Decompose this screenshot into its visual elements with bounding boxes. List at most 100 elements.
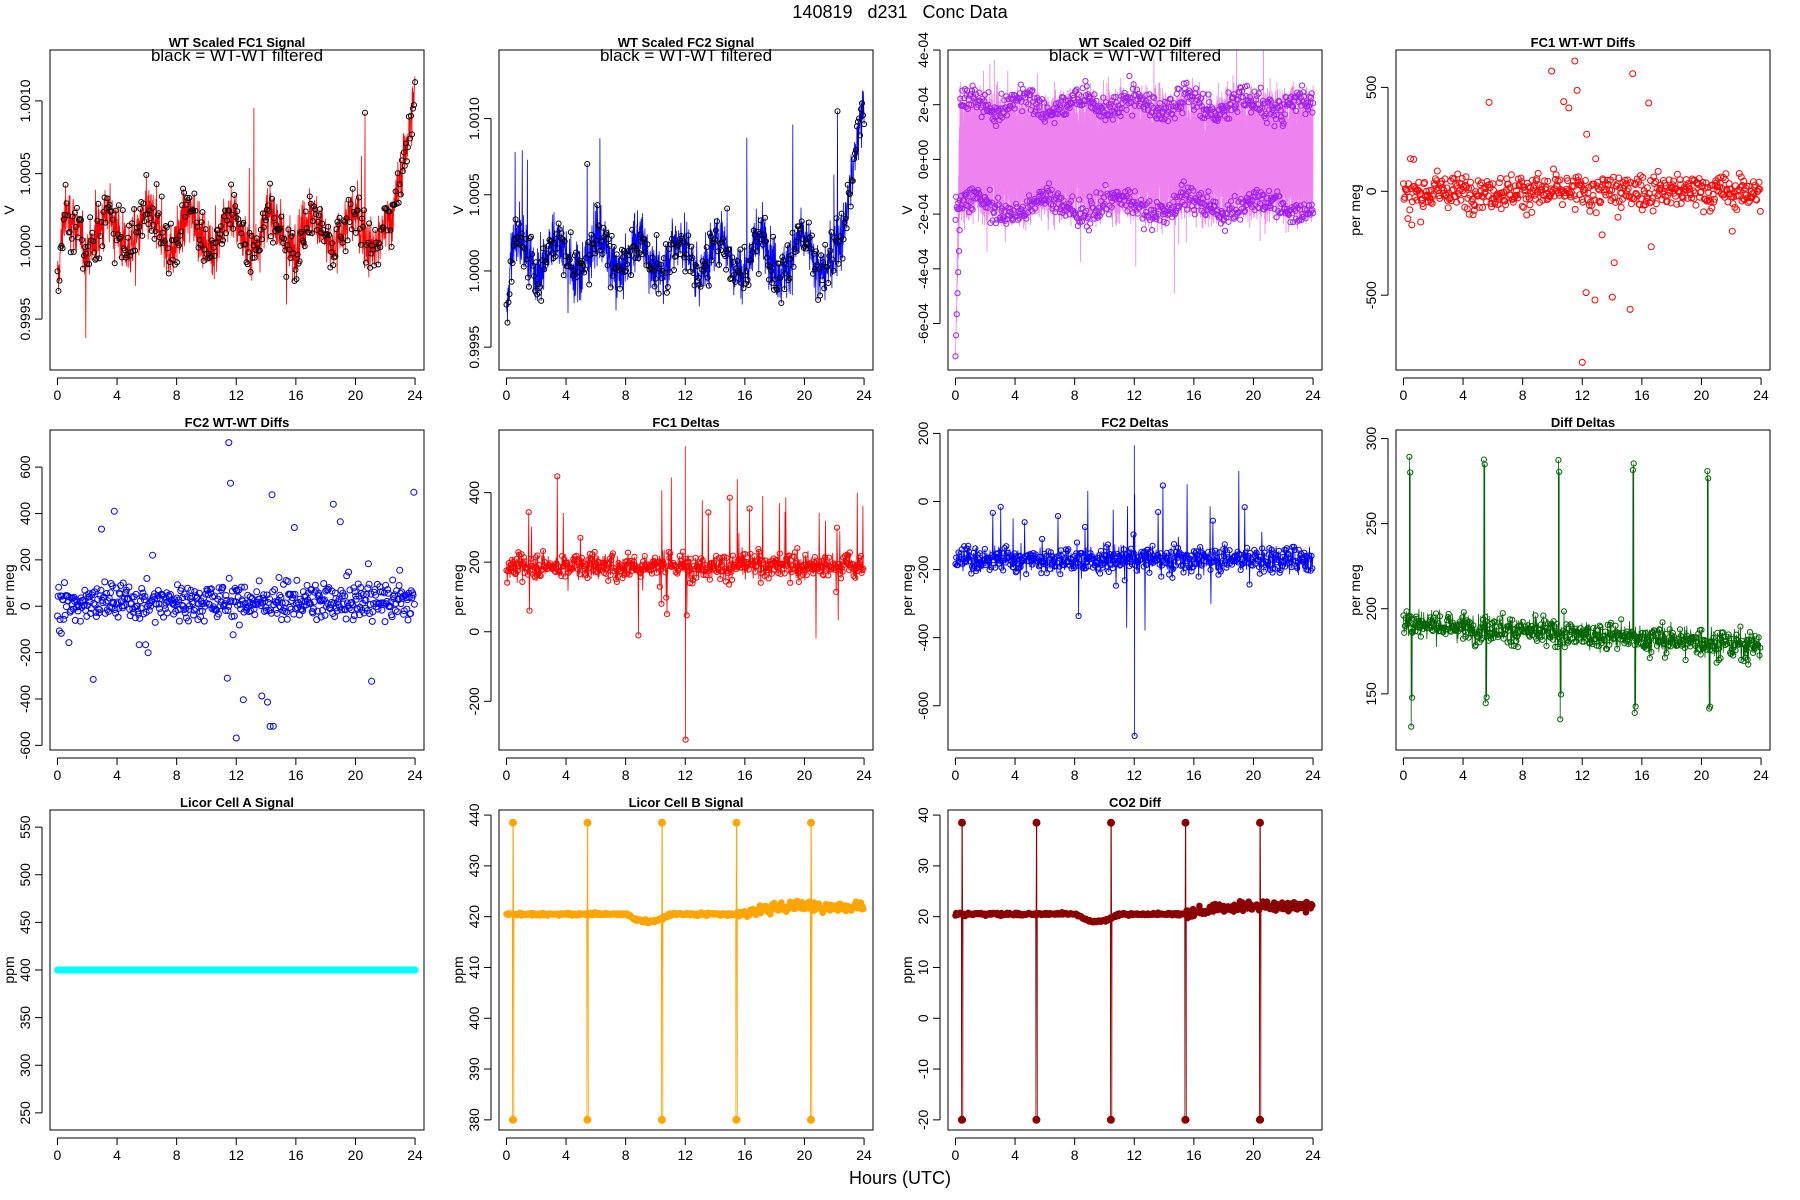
filtered-marker xyxy=(412,79,419,86)
filtered-marker xyxy=(384,227,391,234)
filtered-marker xyxy=(596,223,603,230)
filtered-marker xyxy=(783,261,790,268)
data-point xyxy=(271,586,279,594)
filtered-marker xyxy=(1025,101,1032,108)
filtered-marker xyxy=(1205,188,1212,195)
filtered-marker xyxy=(1209,209,1216,216)
data-point xyxy=(1538,633,1545,640)
data-point xyxy=(102,598,110,606)
filtered-marker xyxy=(403,158,410,165)
data-point xyxy=(554,473,561,480)
filtered-marker xyxy=(780,257,787,264)
x-tick-label: 12 xyxy=(1126,767,1142,783)
filtered-marker xyxy=(1212,198,1219,206)
filtered-marker xyxy=(339,239,346,246)
filtered-marker xyxy=(1098,209,1106,216)
filtered-marker xyxy=(505,299,512,306)
data-point xyxy=(755,545,762,553)
data-point xyxy=(1074,560,1081,567)
data-point xyxy=(306,600,314,608)
data-point xyxy=(965,542,972,550)
filtered-marker xyxy=(820,259,827,266)
data-point xyxy=(1567,193,1575,201)
data-point xyxy=(1606,641,1613,648)
filtered-marker xyxy=(216,231,223,238)
filtered-marker xyxy=(1296,97,1303,104)
data-point xyxy=(1565,638,1572,645)
data-point xyxy=(1467,178,1474,186)
filtered-marker xyxy=(132,247,139,254)
filtered-marker xyxy=(267,180,273,187)
filtered-marker xyxy=(319,220,326,227)
data-point xyxy=(372,591,379,599)
filtered-marker xyxy=(95,200,102,207)
data-point xyxy=(108,582,116,590)
filtered-marker xyxy=(626,252,633,259)
filtered-marker xyxy=(521,246,528,252)
filtered-marker xyxy=(242,241,249,248)
data-point xyxy=(725,581,733,588)
data-point xyxy=(1001,544,1008,552)
filtered-marker xyxy=(840,236,847,243)
data-point xyxy=(1113,560,1120,567)
data-point xyxy=(1578,195,1586,203)
data-point xyxy=(997,503,1004,510)
data-point xyxy=(955,549,962,556)
filtered-marker xyxy=(361,207,367,214)
data-point xyxy=(1128,545,1135,552)
data-point xyxy=(321,611,329,619)
filtered-marker xyxy=(705,282,712,289)
data-point xyxy=(1514,643,1522,651)
series-fc2_wtwt xyxy=(54,439,418,742)
data-point xyxy=(1571,192,1579,200)
data-point xyxy=(190,611,197,619)
filtered-marker xyxy=(760,231,767,238)
filtered-marker xyxy=(708,257,715,264)
data-point xyxy=(1054,513,1062,520)
data-point xyxy=(1277,567,1284,574)
x-tick-label: 20 xyxy=(1246,767,1262,783)
data-point xyxy=(1586,207,1594,215)
data-point xyxy=(71,616,79,624)
data-point xyxy=(87,609,95,617)
filtered-marker xyxy=(394,170,401,177)
filtered-marker xyxy=(711,236,718,243)
data-point xyxy=(1606,186,1614,194)
filtered-marker xyxy=(331,254,338,261)
data-point xyxy=(695,566,702,574)
data-point xyxy=(1166,571,1173,578)
filtered-marker xyxy=(215,234,222,241)
data-point xyxy=(1595,643,1603,650)
data-point xyxy=(136,614,144,622)
filtered-marker xyxy=(821,285,828,292)
filtered-marker xyxy=(148,227,155,234)
data-point xyxy=(381,618,389,626)
data-point xyxy=(384,589,392,597)
data-point xyxy=(1471,202,1479,210)
data-point xyxy=(1679,194,1687,202)
data-point xyxy=(1510,642,1518,650)
x-tick-label: 12 xyxy=(1574,767,1590,783)
filtered-marker xyxy=(70,248,77,255)
data-point xyxy=(1461,627,1468,635)
data-point xyxy=(1629,467,1637,474)
x-tick-label: 12 xyxy=(677,767,693,783)
filtered-marker xyxy=(829,256,836,263)
plot-frame xyxy=(49,49,425,371)
y-tick-label: -600 xyxy=(915,692,931,720)
data-point xyxy=(1087,550,1094,557)
data-point xyxy=(568,564,575,572)
filtered-marker xyxy=(178,228,185,235)
data-point xyxy=(1752,195,1760,203)
data-point xyxy=(573,552,580,560)
data-point xyxy=(1197,561,1205,568)
y-tick-label: 1.0005 xyxy=(466,173,482,216)
data-point xyxy=(667,550,674,557)
data-point xyxy=(520,554,528,561)
data-point xyxy=(514,567,521,574)
data-point xyxy=(849,561,857,568)
data-point xyxy=(1251,552,1259,560)
data-point xyxy=(411,966,419,974)
y-tick-label: -400 xyxy=(915,623,931,651)
